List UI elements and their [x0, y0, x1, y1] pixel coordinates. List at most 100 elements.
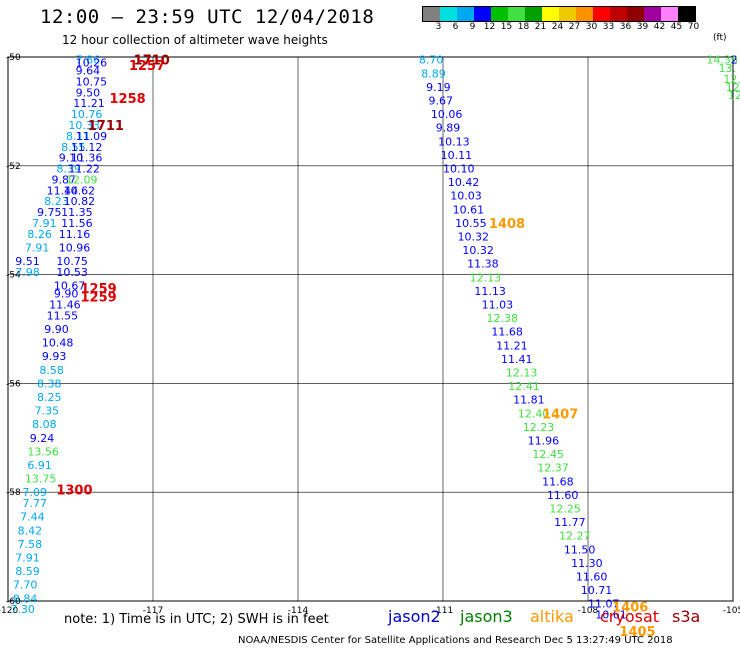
wave-height-label: 11.13: [474, 285, 506, 298]
wave-height-label: 8.42: [18, 524, 42, 537]
color-scale-label: 21: [534, 22, 547, 32]
wave-height-label: 11.41: [501, 353, 533, 366]
wave-height-label: 7.35: [35, 405, 60, 418]
color-scale-cell: [610, 7, 627, 21]
color-scale-cell: [440, 7, 457, 21]
wave-height-label: 10.67: [54, 279, 86, 292]
wave-height-label: 9.93: [42, 350, 66, 363]
wave-height-label: 12.: [726, 81, 740, 94]
wave-height-label: 8.58: [39, 364, 64, 377]
color-scale-label: 39: [636, 22, 649, 32]
wave-height-label: 11.81: [513, 394, 545, 407]
pass-time-label: 1407: [542, 407, 578, 422]
wave-height-label: 8.23: [44, 195, 69, 208]
pass-time-label: 1711: [88, 119, 124, 134]
wave-height-label: 12.09: [66, 173, 98, 186]
y-tick-label: -60: [6, 597, 21, 607]
wave-height-label: 7.58: [18, 538, 42, 551]
wave-height-label: 11.36: [71, 152, 103, 165]
wave-height-label: 10.75: [56, 255, 87, 268]
plot-frame: [7, 56, 734, 602]
wave-height-label: 7.91: [15, 551, 40, 564]
y-tick-label: -52: [6, 162, 21, 172]
wave-height-label: 7.44: [20, 511, 45, 524]
y-tick-label: -50: [6, 53, 21, 63]
wave-height-label: 11.96: [528, 435, 560, 448]
wave-height-label: 12.27: [559, 530, 591, 543]
x-tick-label: -105: [723, 606, 740, 616]
x-tick-label: -108: [578, 606, 599, 616]
wave-height-label: 11.38: [467, 258, 499, 271]
color-scale-cell: [678, 7, 695, 21]
unit-label: (ft): [713, 33, 727, 43]
color-scale-label: 42: [653, 22, 666, 32]
y-tick-label: -54: [6, 271, 21, 281]
wave-height-label: 10.42: [448, 176, 480, 189]
pass-time-label: 1405: [619, 625, 655, 640]
color-scale-cell: [661, 7, 678, 21]
color-scale-label: 30: [585, 22, 598, 32]
wave-height-label: 12.23: [523, 421, 555, 434]
note-text: note: 1) Time is in UTC; 2) SWH is in fe…: [64, 612, 329, 627]
pass-time-label: 1406: [612, 600, 648, 615]
wave-height-label: 11.77: [554, 516, 586, 529]
color-scale-cell: [644, 7, 661, 21]
wave-height-label: 11.46: [49, 299, 80, 312]
wave-height-label: 13.56: [27, 445, 59, 458]
wave-height-label: 10.61: [453, 203, 485, 216]
wave-height-label: 11.16: [59, 228, 91, 241]
wave-height-label: 7.77: [23, 497, 48, 510]
wave-height-label: 11.21: [496, 339, 527, 352]
pass-time-label: 1257: [129, 59, 165, 74]
wave-height-label: 8.89: [421, 67, 446, 80]
wave-height-label: 11.07: [588, 598, 620, 611]
color-scale-label: 24: [551, 22, 564, 32]
wave-height-label: 12.37: [537, 462, 569, 475]
wave-height-label: 10.03: [450, 190, 482, 203]
color-scale-label: 3: [435, 22, 442, 32]
wave-height-label: 12.13: [506, 367, 538, 380]
wave-height-label: 7.86: [76, 54, 101, 67]
wave-height-label: 8.26: [27, 228, 52, 241]
wave-height-label: 8.08: [32, 418, 57, 431]
wave-height-label: 11.21: [73, 97, 105, 110]
wave-height-label: 12.: [728, 89, 740, 102]
wave-height-label: 12.38: [487, 312, 519, 325]
color-scale-label: 9: [469, 22, 476, 32]
wave-height-label: 10.75: [76, 75, 108, 88]
wave-height-label: 10.33: [68, 119, 100, 132]
x-tick-label: -120: [0, 606, 18, 616]
color-scale-label: 18: [517, 22, 530, 32]
wave-height-label: 10.26: [76, 56, 108, 69]
chart-subtitle: 12 hour collection of altimeter wave hei…: [62, 33, 328, 47]
x-tick-label: -117: [143, 606, 163, 616]
wave-height-label: 8.55: [61, 141, 86, 154]
wave-height-label: 7.30: [10, 603, 35, 616]
color-scale-label: 45: [670, 22, 683, 32]
color-scale-cell: [457, 7, 474, 21]
color-scale-label: 27: [568, 22, 581, 32]
wave-height-label: 9.90: [54, 288, 79, 301]
legend-item-jason3: jason3: [460, 607, 513, 626]
wave-height-label: 9.64: [76, 65, 101, 78]
x-tick-label: -114: [288, 606, 309, 616]
color-scale-label: 6: [452, 22, 459, 32]
wave-height-label: 6.91: [27, 459, 52, 472]
pass-time-label: 1408: [489, 217, 525, 232]
wave-height-label: 7.91: [25, 241, 49, 254]
wave-height-label: 11.12: [71, 141, 103, 154]
wave-height-label: 10.76: [71, 108, 103, 121]
pass-time-label: 1300: [56, 483, 92, 498]
wave-height-label: 11.56: [61, 217, 93, 230]
color-scale: [422, 6, 696, 22]
color-scale-label: 12: [483, 22, 496, 32]
pass-time-label: 1259: [81, 282, 117, 297]
wave-height-label: 9.50: [76, 86, 101, 99]
wave-height-label: 7.98: [15, 266, 40, 279]
color-scale-cell: [474, 7, 491, 21]
wave-height-label: 10.13: [438, 135, 470, 148]
pass-time-label: 1258: [110, 92, 146, 107]
wave-height-label: 11.60: [547, 489, 579, 502]
wave-height-label: 9.19: [426, 81, 451, 94]
